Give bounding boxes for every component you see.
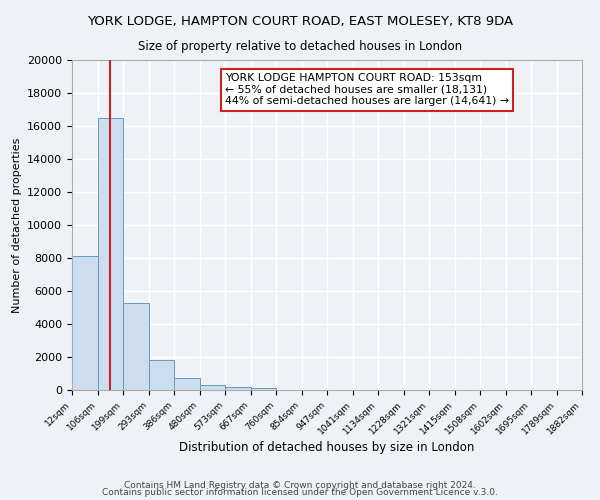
Text: YORK LODGE HAMPTON COURT ROAD: 153sqm
← 55% of detached houses are smaller (18,1: YORK LODGE HAMPTON COURT ROAD: 153sqm ← … [225, 73, 509, 106]
Bar [174, 378, 199, 390]
Bar [97, 118, 123, 390]
Text: Size of property relative to detached houses in London: Size of property relative to detached ho… [138, 40, 462, 53]
Bar [225, 386, 251, 390]
Text: Contains public sector information licensed under the Open Government Licence v.: Contains public sector information licen… [102, 488, 498, 497]
Y-axis label: Number of detached properties: Number of detached properties [11, 138, 22, 312]
Text: YORK LODGE, HAMPTON COURT ROAD, EAST MOLESEY, KT8 9DA: YORK LODGE, HAMPTON COURT ROAD, EAST MOL… [87, 15, 513, 28]
Bar [199, 385, 225, 390]
Bar [123, 302, 149, 390]
Bar [251, 388, 276, 390]
Bar [149, 360, 174, 390]
Bar [72, 256, 97, 390]
Text: Contains HM Land Registry data © Crown copyright and database right 2024.: Contains HM Land Registry data © Crown c… [124, 480, 476, 490]
X-axis label: Distribution of detached houses by size in London: Distribution of detached houses by size … [179, 442, 475, 454]
